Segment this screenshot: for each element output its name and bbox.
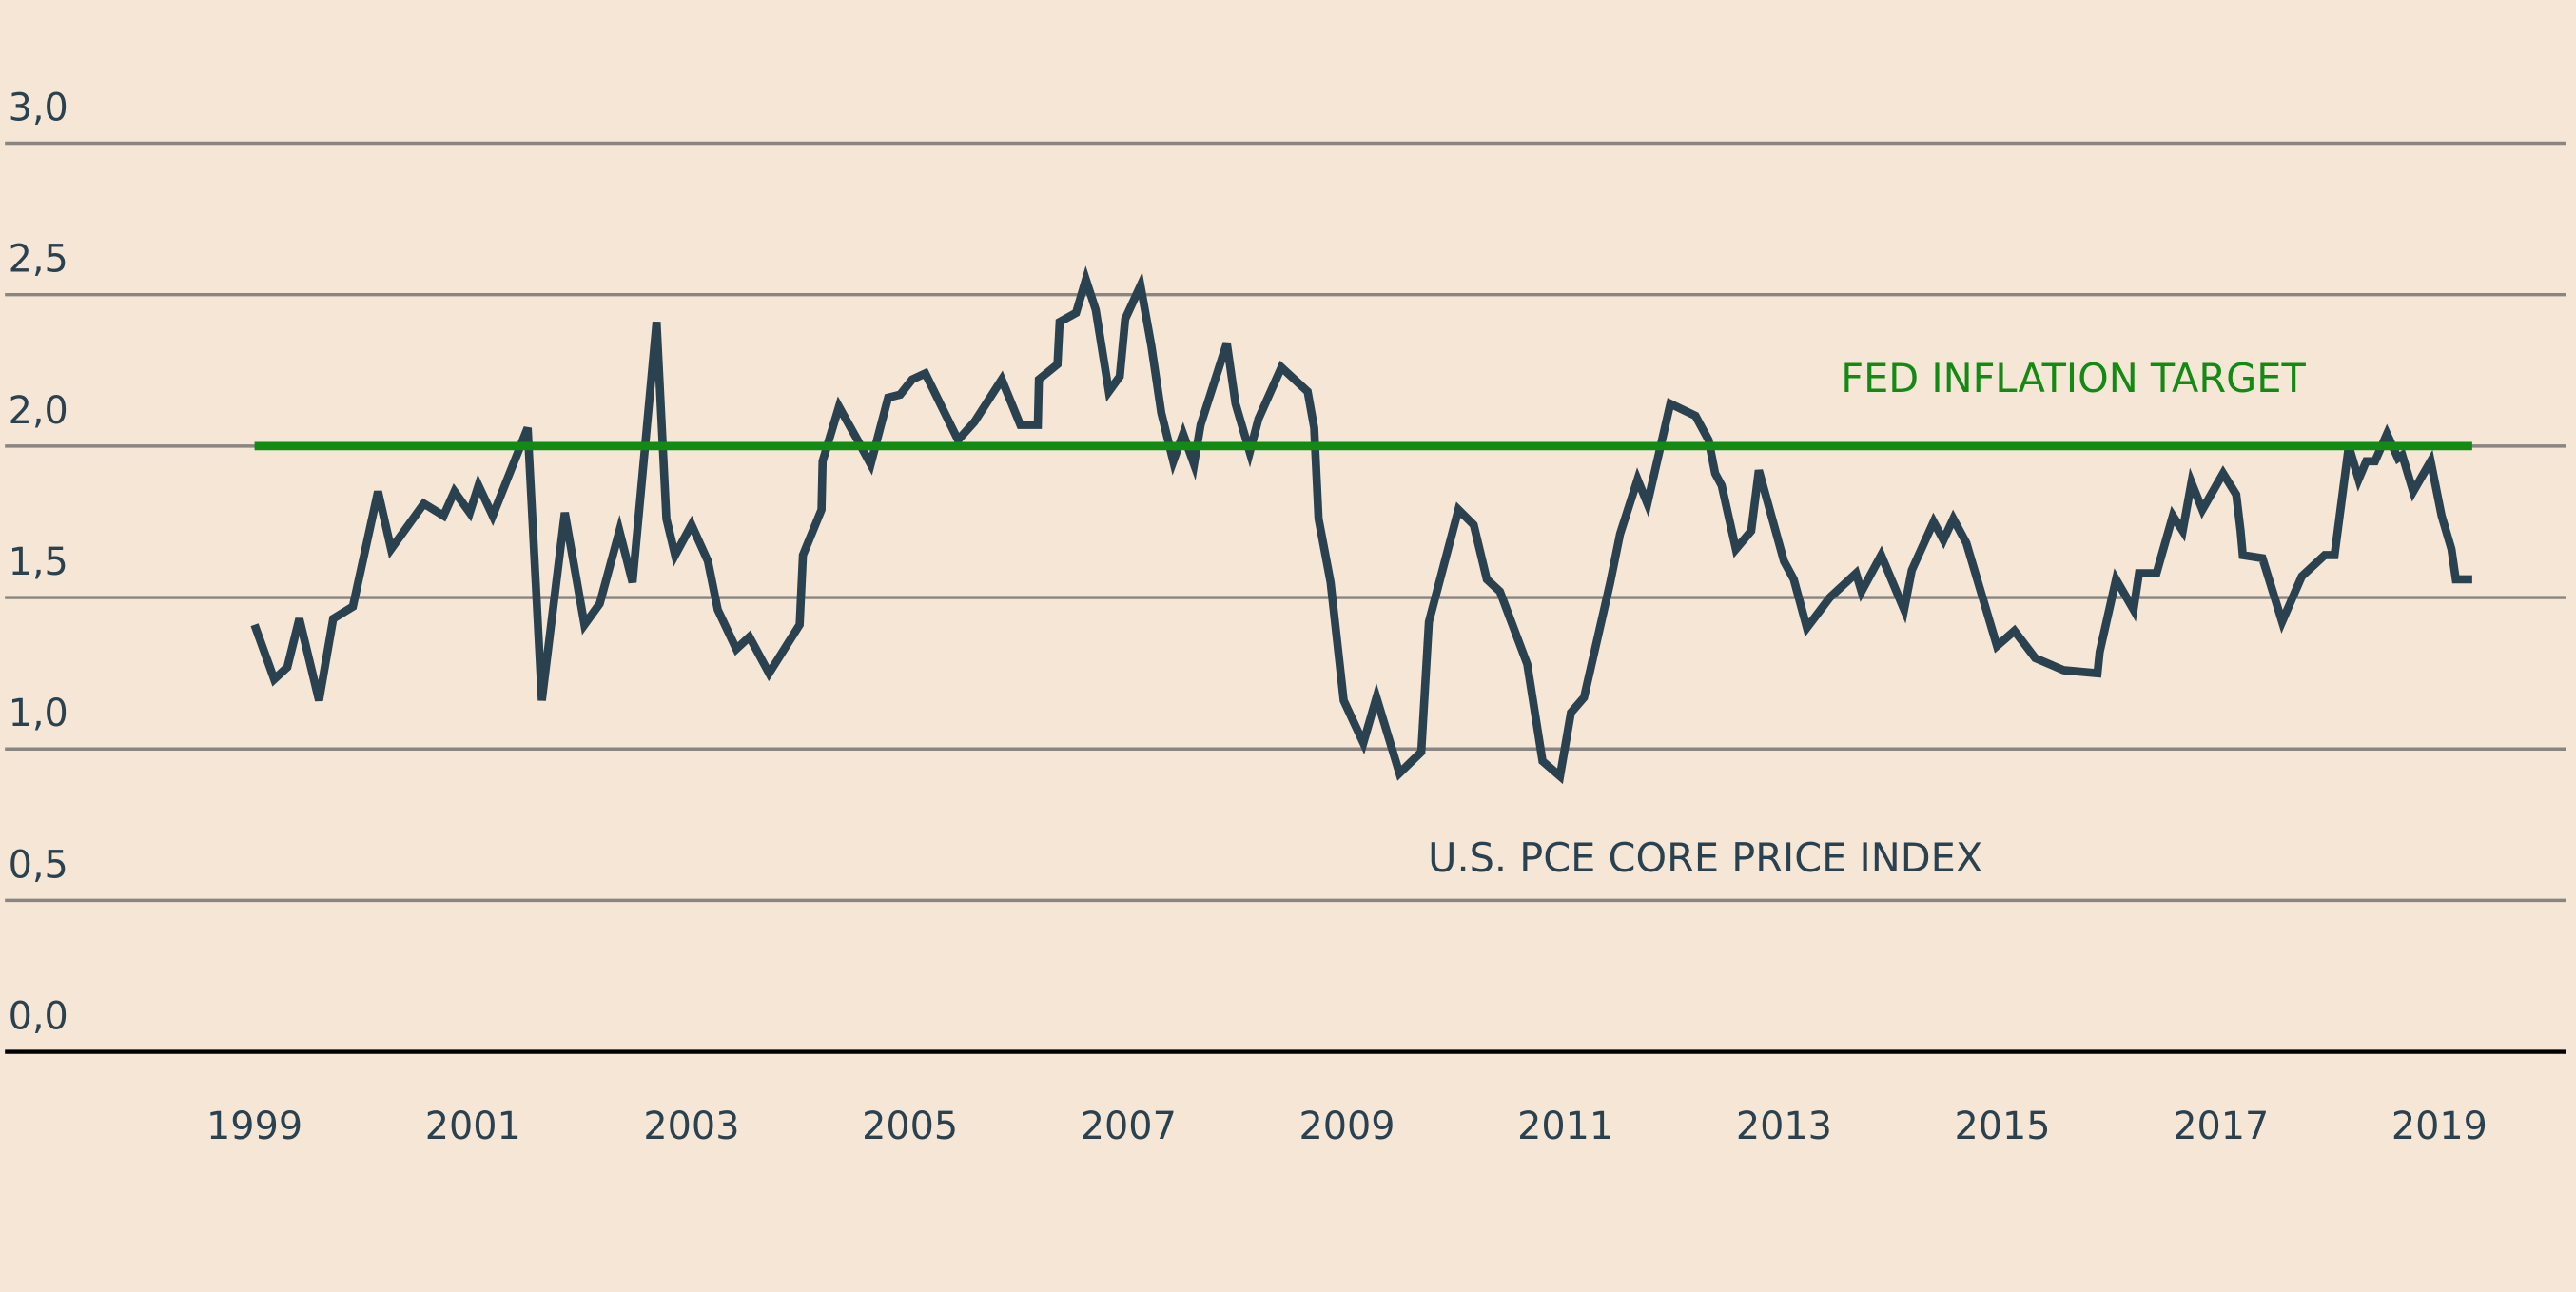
x-tick-label: 2011 (1517, 1105, 1613, 1148)
x-tick-label: 2009 (1298, 1105, 1395, 1148)
y-tick-label: 0,0 (9, 995, 68, 1039)
series-line (250, 265, 2472, 785)
x-tick-label: 2003 (643, 1105, 739, 1148)
x-tick-label: 2015 (1955, 1105, 2051, 1148)
y-tick-label: 1,0 (9, 692, 68, 735)
x-tick-label: 2017 (2173, 1105, 2269, 1148)
x-tick-label: 2013 (1736, 1105, 1832, 1148)
x-tick-label: 2019 (2391, 1105, 2488, 1148)
x-tick-label: 2001 (425, 1105, 521, 1148)
x-tick-label: 1999 (206, 1105, 302, 1148)
y-tick-label: 3,0 (9, 86, 68, 129)
x-tick-label: 2007 (1081, 1105, 1177, 1148)
y-tick-label: 2,0 (9, 389, 68, 433)
series-label: U.S. PCE CORE PRICE INDEX (1428, 835, 1982, 881)
y-tick-label: 2,5 (9, 238, 68, 282)
y-tick-label: 0,5 (9, 843, 68, 887)
x-tick-label: 2005 (862, 1105, 958, 1148)
y-tick-label: 1,5 (9, 540, 68, 584)
series-label: FED INFLATION TARGET (1841, 356, 2306, 401)
